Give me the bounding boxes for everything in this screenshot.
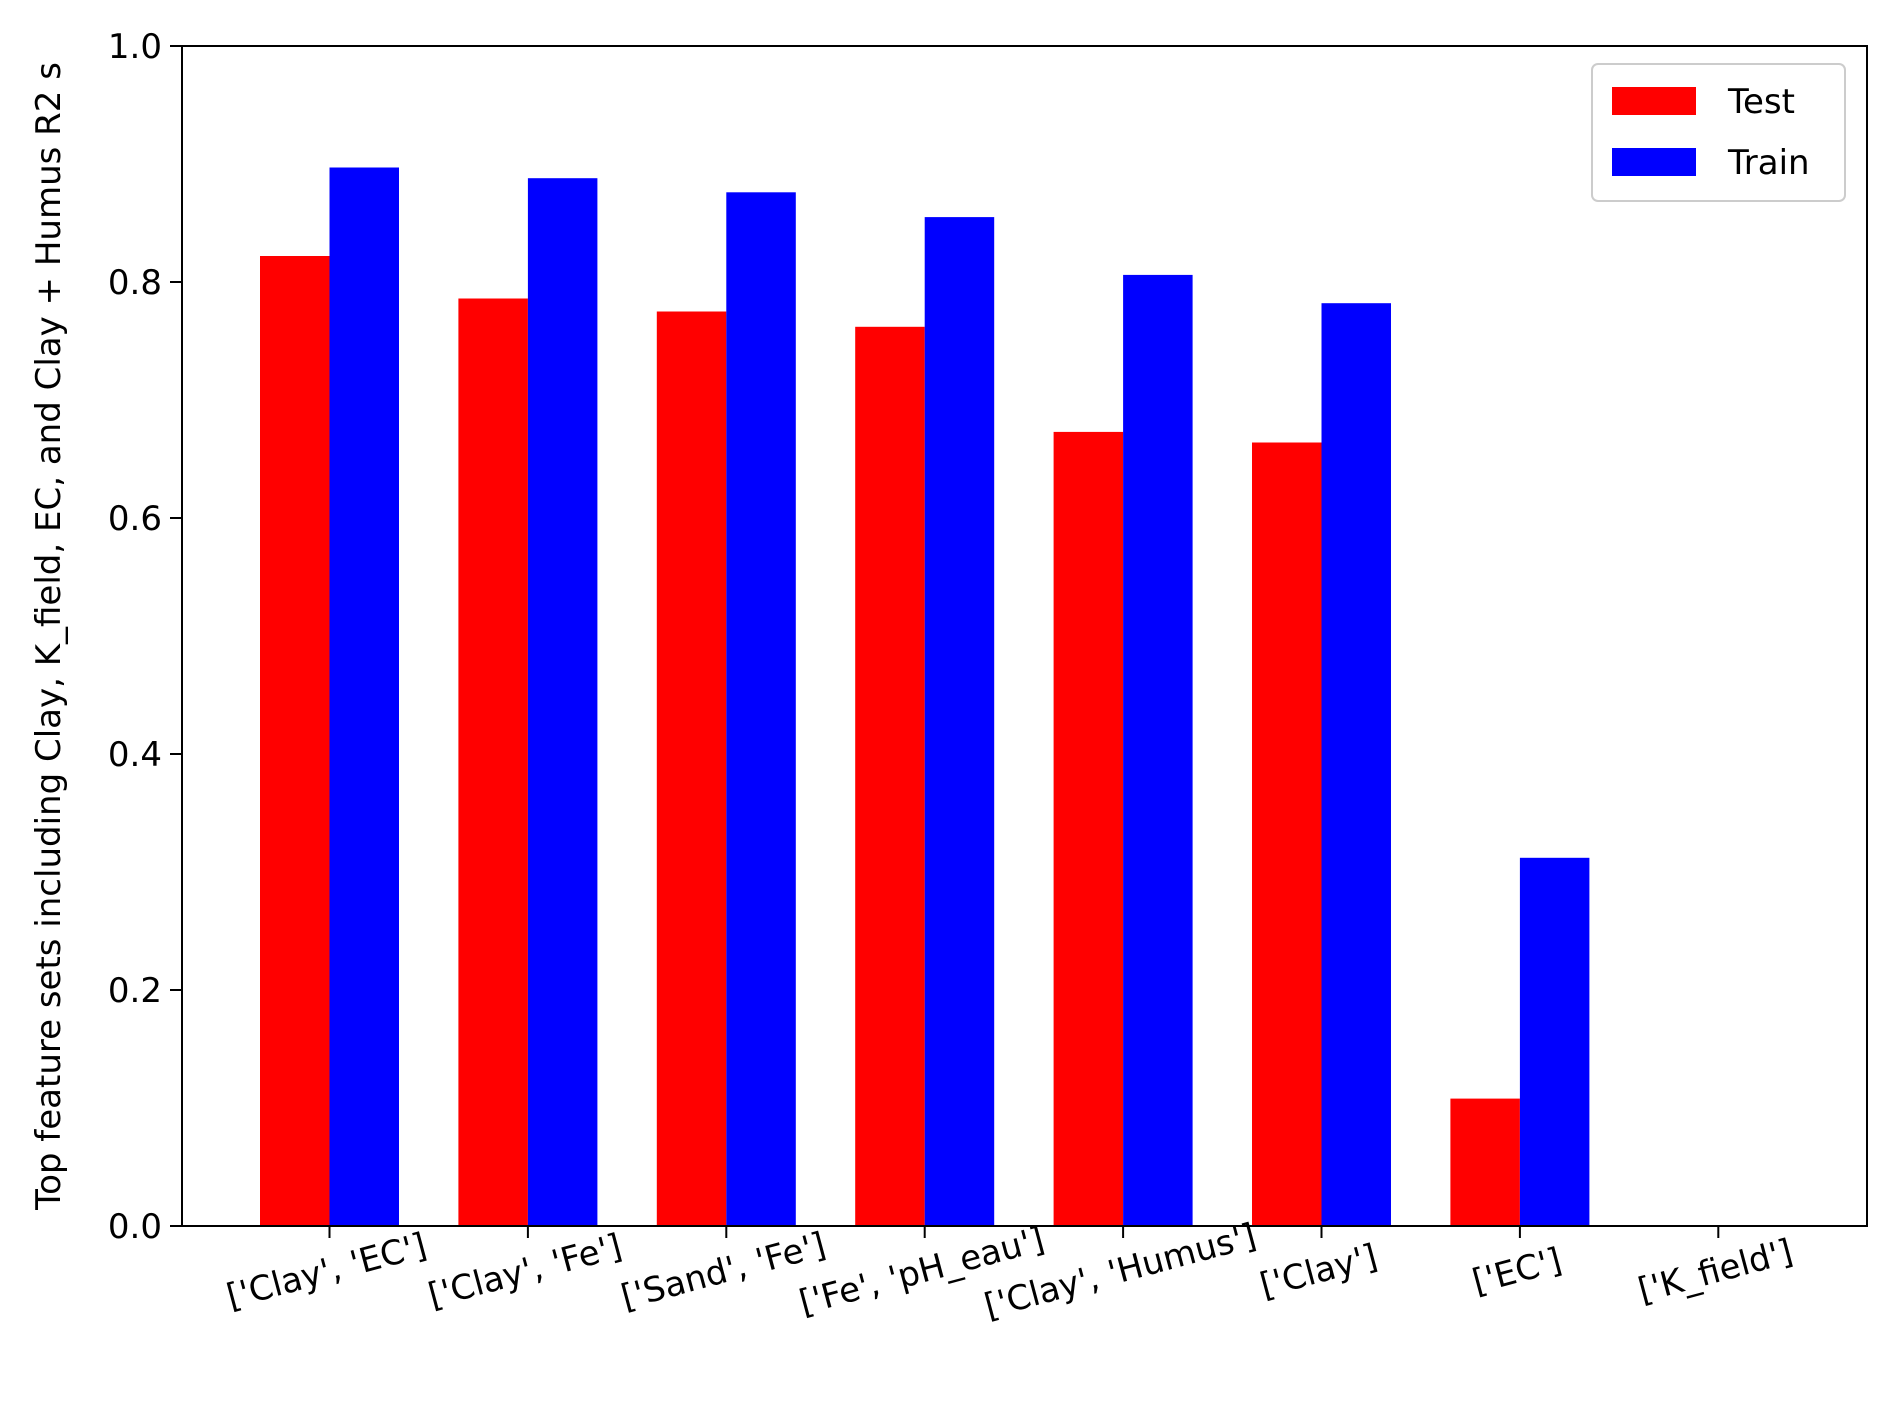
bar-test-1 (458, 298, 528, 1226)
bar-train-1 (527, 178, 598, 1227)
legend-label-test: Test (1727, 82, 1795, 122)
y-axis: 0.0 0.2 0.4 0.6 0.8 1.0 (108, 27, 182, 1247)
legend: Test Train (1591, 63, 1846, 202)
y-tick-label: 0.6 (108, 499, 162, 539)
plot-frame (181, 45, 1868, 1227)
bar-test-2 (656, 311, 727, 1226)
x-tick-label: ['Sand', 'Fe'] (617, 1225, 830, 1318)
bar-train-4 (1123, 274, 1193, 1226)
bar-train-3 (924, 217, 995, 1227)
x-tick-label: ['Clay', 'EC'] (223, 1226, 431, 1318)
bar-train-5 (1321, 303, 1391, 1226)
x-axis: ['Clay', 'EC']['Clay', 'Fe']['Sand', 'Fe… (223, 1216, 1797, 1327)
bar-test-5 (1252, 442, 1322, 1226)
bar-train-6 (1519, 857, 1590, 1226)
x-tick-label: ['Clay', 'Fe'] (424, 1226, 626, 1316)
y-tick-label: 0.8 (108, 263, 162, 303)
bar-train-2 (726, 192, 796, 1226)
bar-test-0 (260, 256, 330, 1226)
y-axis-label: Top feature sets including Clay, K_field… (29, 62, 69, 1211)
y-tick-label: 0.4 (108, 735, 162, 775)
x-tick-label: ['Clay'] (1256, 1237, 1382, 1307)
legend-label-train: Train (1727, 143, 1810, 183)
y-tick-label: 0.0 (108, 1207, 162, 1247)
bar-train-0 (329, 167, 399, 1226)
x-tick-label: ['K_field'] (1634, 1232, 1797, 1312)
bar-test-3 (855, 326, 925, 1226)
x-tick-label: ['EC'] (1468, 1240, 1566, 1302)
y-tick-label: 0.2 (108, 971, 162, 1011)
legend-swatch-test (1612, 87, 1696, 115)
bar-test-6 (1450, 1098, 1520, 1226)
bars (260, 167, 1590, 1227)
bar-test-4 (1053, 431, 1124, 1226)
legend-swatch-train (1612, 148, 1696, 176)
y-tick-label: 1.0 (108, 27, 162, 67)
